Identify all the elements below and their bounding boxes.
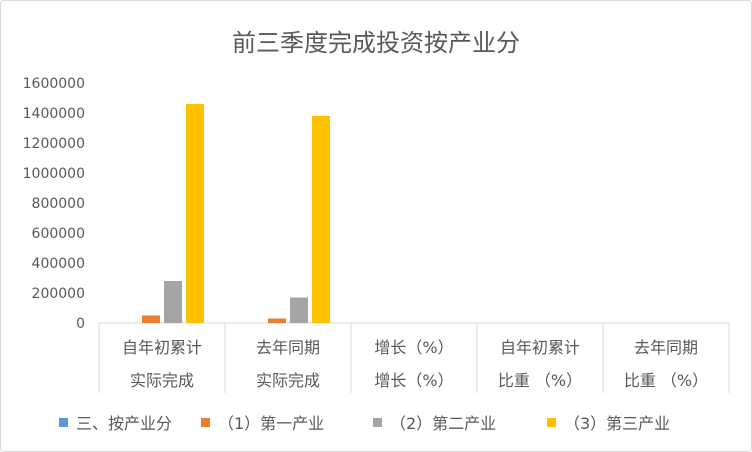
legend-swatch xyxy=(547,418,556,427)
legend-label: （2）第二产业 xyxy=(390,414,496,433)
x-tick-label: 增长（%） xyxy=(374,371,453,390)
y-tick-label: 0 xyxy=(76,316,85,332)
x-tick-label: 去年同期 xyxy=(634,338,698,357)
y-tick-label: 1400000 xyxy=(23,106,85,122)
legend-swatch xyxy=(201,418,210,427)
legend-label: （1）第一产业 xyxy=(218,414,324,433)
x-tick-label: 实际完成 xyxy=(256,371,320,390)
legend-label: （3）第三产业 xyxy=(564,414,670,433)
bar xyxy=(164,281,182,323)
legend-swatch xyxy=(59,418,68,427)
y-tick-label: 200000 xyxy=(32,286,85,302)
y-tick-label: 400000 xyxy=(32,256,85,272)
bars xyxy=(142,104,330,323)
chart-title: 前三季度完成投资按产业分 xyxy=(232,29,520,57)
y-tick-label: 1600000 xyxy=(23,76,85,92)
bar xyxy=(312,116,330,323)
y-axis: 0 200000 400000 600000 800000 1000000 1200000 1… xyxy=(23,76,85,332)
x-tick-label: 去年同期 xyxy=(256,338,320,357)
bar xyxy=(186,104,204,323)
bar xyxy=(290,297,308,323)
x-tick-label: 自年初累计 xyxy=(122,338,202,357)
x-tick-label: 实际完成 xyxy=(130,371,194,390)
x-tick-label: 自年初累计 xyxy=(500,338,580,357)
y-tick-label: 800000 xyxy=(32,196,85,212)
legend: 三、按产业分 （1）第一产业 （2）第二产业 （3）第三产业 xyxy=(59,414,670,433)
bar xyxy=(268,318,286,323)
legend-swatch xyxy=(373,418,382,427)
y-tick-label: 1000000 xyxy=(23,166,85,182)
y-tick-label: 1200000 xyxy=(23,136,85,152)
x-tick-label: 比重 （%） xyxy=(498,371,582,390)
y-tick-label: 600000 xyxy=(32,226,85,242)
x-tick-label: 增长（%） xyxy=(374,338,453,357)
x-tick-label: 比重 （%） xyxy=(624,371,708,390)
legend-label: 三、按产业分 xyxy=(76,414,172,433)
bar xyxy=(142,315,160,323)
